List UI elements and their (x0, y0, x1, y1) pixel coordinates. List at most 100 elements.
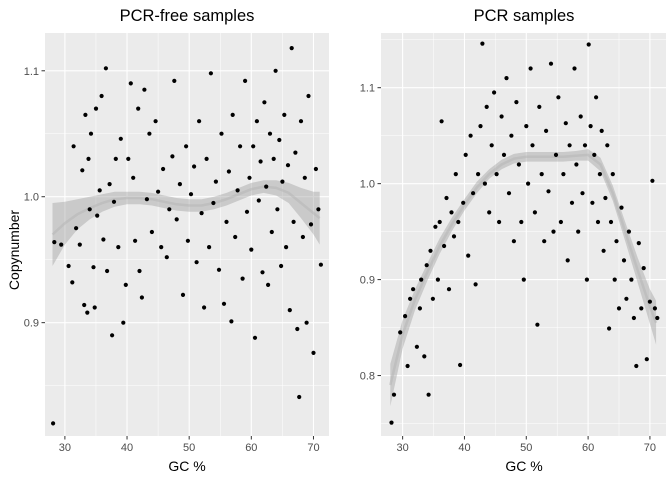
data-point (521, 277, 526, 282)
x-tick-label: 30 (397, 442, 409, 454)
data-point (316, 207, 321, 212)
data-point (271, 156, 276, 161)
panel-title: PCR samples (474, 7, 575, 25)
data-point (544, 128, 549, 133)
axis-ticks: 30 40 50 60 70 0.8 0.9 1.0 1.1 (360, 83, 656, 454)
data-point (137, 268, 142, 274)
data-point (95, 213, 100, 218)
data-point (86, 156, 91, 161)
data-point (221, 301, 227, 306)
data-point (273, 68, 278, 73)
data-point (599, 128, 604, 133)
data-point (82, 302, 87, 308)
data-point (430, 296, 435, 301)
data-point (118, 136, 123, 141)
data-point (572, 66, 577, 71)
data-point (105, 268, 110, 274)
data-point (480, 41, 485, 46)
data-point (211, 200, 216, 206)
data-point (300, 234, 305, 240)
data-point (128, 81, 133, 86)
data-point (77, 242, 82, 247)
x-tick-label: 70 (644, 442, 656, 454)
data-point (641, 266, 646, 271)
data-point (164, 255, 169, 260)
data-point (91, 265, 96, 270)
data-point (202, 305, 207, 310)
data-point (156, 189, 161, 194)
data-point (439, 119, 444, 124)
data-point (391, 392, 397, 397)
data-point (103, 66, 108, 71)
data-point (506, 191, 512, 196)
plot-background (381, 33, 666, 436)
data-point (318, 262, 323, 267)
plot-background (45, 33, 329, 436)
data-point (251, 144, 256, 149)
panel-pcr: PCR samples 30 40 50 60 70 0.8 0.9 1.0 1.1 GC % (360, 7, 666, 474)
data-point (567, 143, 572, 148)
data-point (546, 189, 551, 194)
data-point (289, 46, 294, 51)
data-point (233, 234, 238, 240)
data-point (116, 245, 121, 250)
data-point (511, 239, 516, 244)
data-point (258, 159, 263, 164)
grid-lines (381, 33, 666, 436)
data-point (213, 179, 218, 184)
data-point (153, 119, 158, 124)
data-point (482, 181, 487, 186)
data-point (624, 296, 629, 301)
data-point (405, 363, 410, 369)
data-point (192, 164, 197, 169)
data-point (586, 42, 591, 47)
data-point (139, 295, 144, 300)
data-point (530, 143, 535, 148)
data-point (471, 191, 476, 196)
data-point (126, 156, 131, 161)
data-point (494, 172, 499, 177)
data-point (269, 229, 274, 235)
data-point (180, 292, 186, 297)
data-point (619, 205, 624, 210)
data-point (580, 191, 585, 196)
data-point (174, 217, 179, 222)
data-point (194, 260, 199, 265)
x-tick-label: 30 (59, 442, 71, 454)
data-point (489, 143, 494, 148)
y-tick-label: 1.0 (360, 179, 375, 191)
data-point (149, 229, 154, 235)
data-point (414, 344, 419, 349)
data-point (634, 363, 639, 369)
data-point (313, 166, 318, 172)
data-point (219, 131, 224, 136)
loess-curve (389, 153, 658, 386)
data-point (267, 131, 273, 136)
y-tick-label: 1.1 (360, 83, 375, 95)
data-point (644, 357, 649, 362)
data-point (244, 209, 250, 214)
data-point (437, 219, 442, 225)
data-point (435, 277, 440, 282)
data-point (419, 277, 424, 282)
data-point (216, 267, 222, 272)
x-tick-label: 50 (520, 442, 532, 454)
loess-line (389, 153, 658, 386)
data-point (563, 121, 568, 126)
data-point (603, 195, 608, 201)
data-point (235, 188, 240, 193)
data-point (199, 211, 204, 216)
data-point (655, 315, 660, 321)
data-point (172, 78, 177, 83)
data-point (71, 144, 76, 149)
data-point (514, 100, 519, 105)
data-point (631, 315, 637, 321)
data-point (504, 76, 509, 81)
data-point (551, 229, 556, 234)
data-point (224, 219, 229, 224)
data-point (576, 229, 581, 234)
data-point (532, 210, 538, 215)
data-point (588, 124, 593, 129)
data-point (66, 263, 71, 269)
data-point (411, 287, 416, 292)
